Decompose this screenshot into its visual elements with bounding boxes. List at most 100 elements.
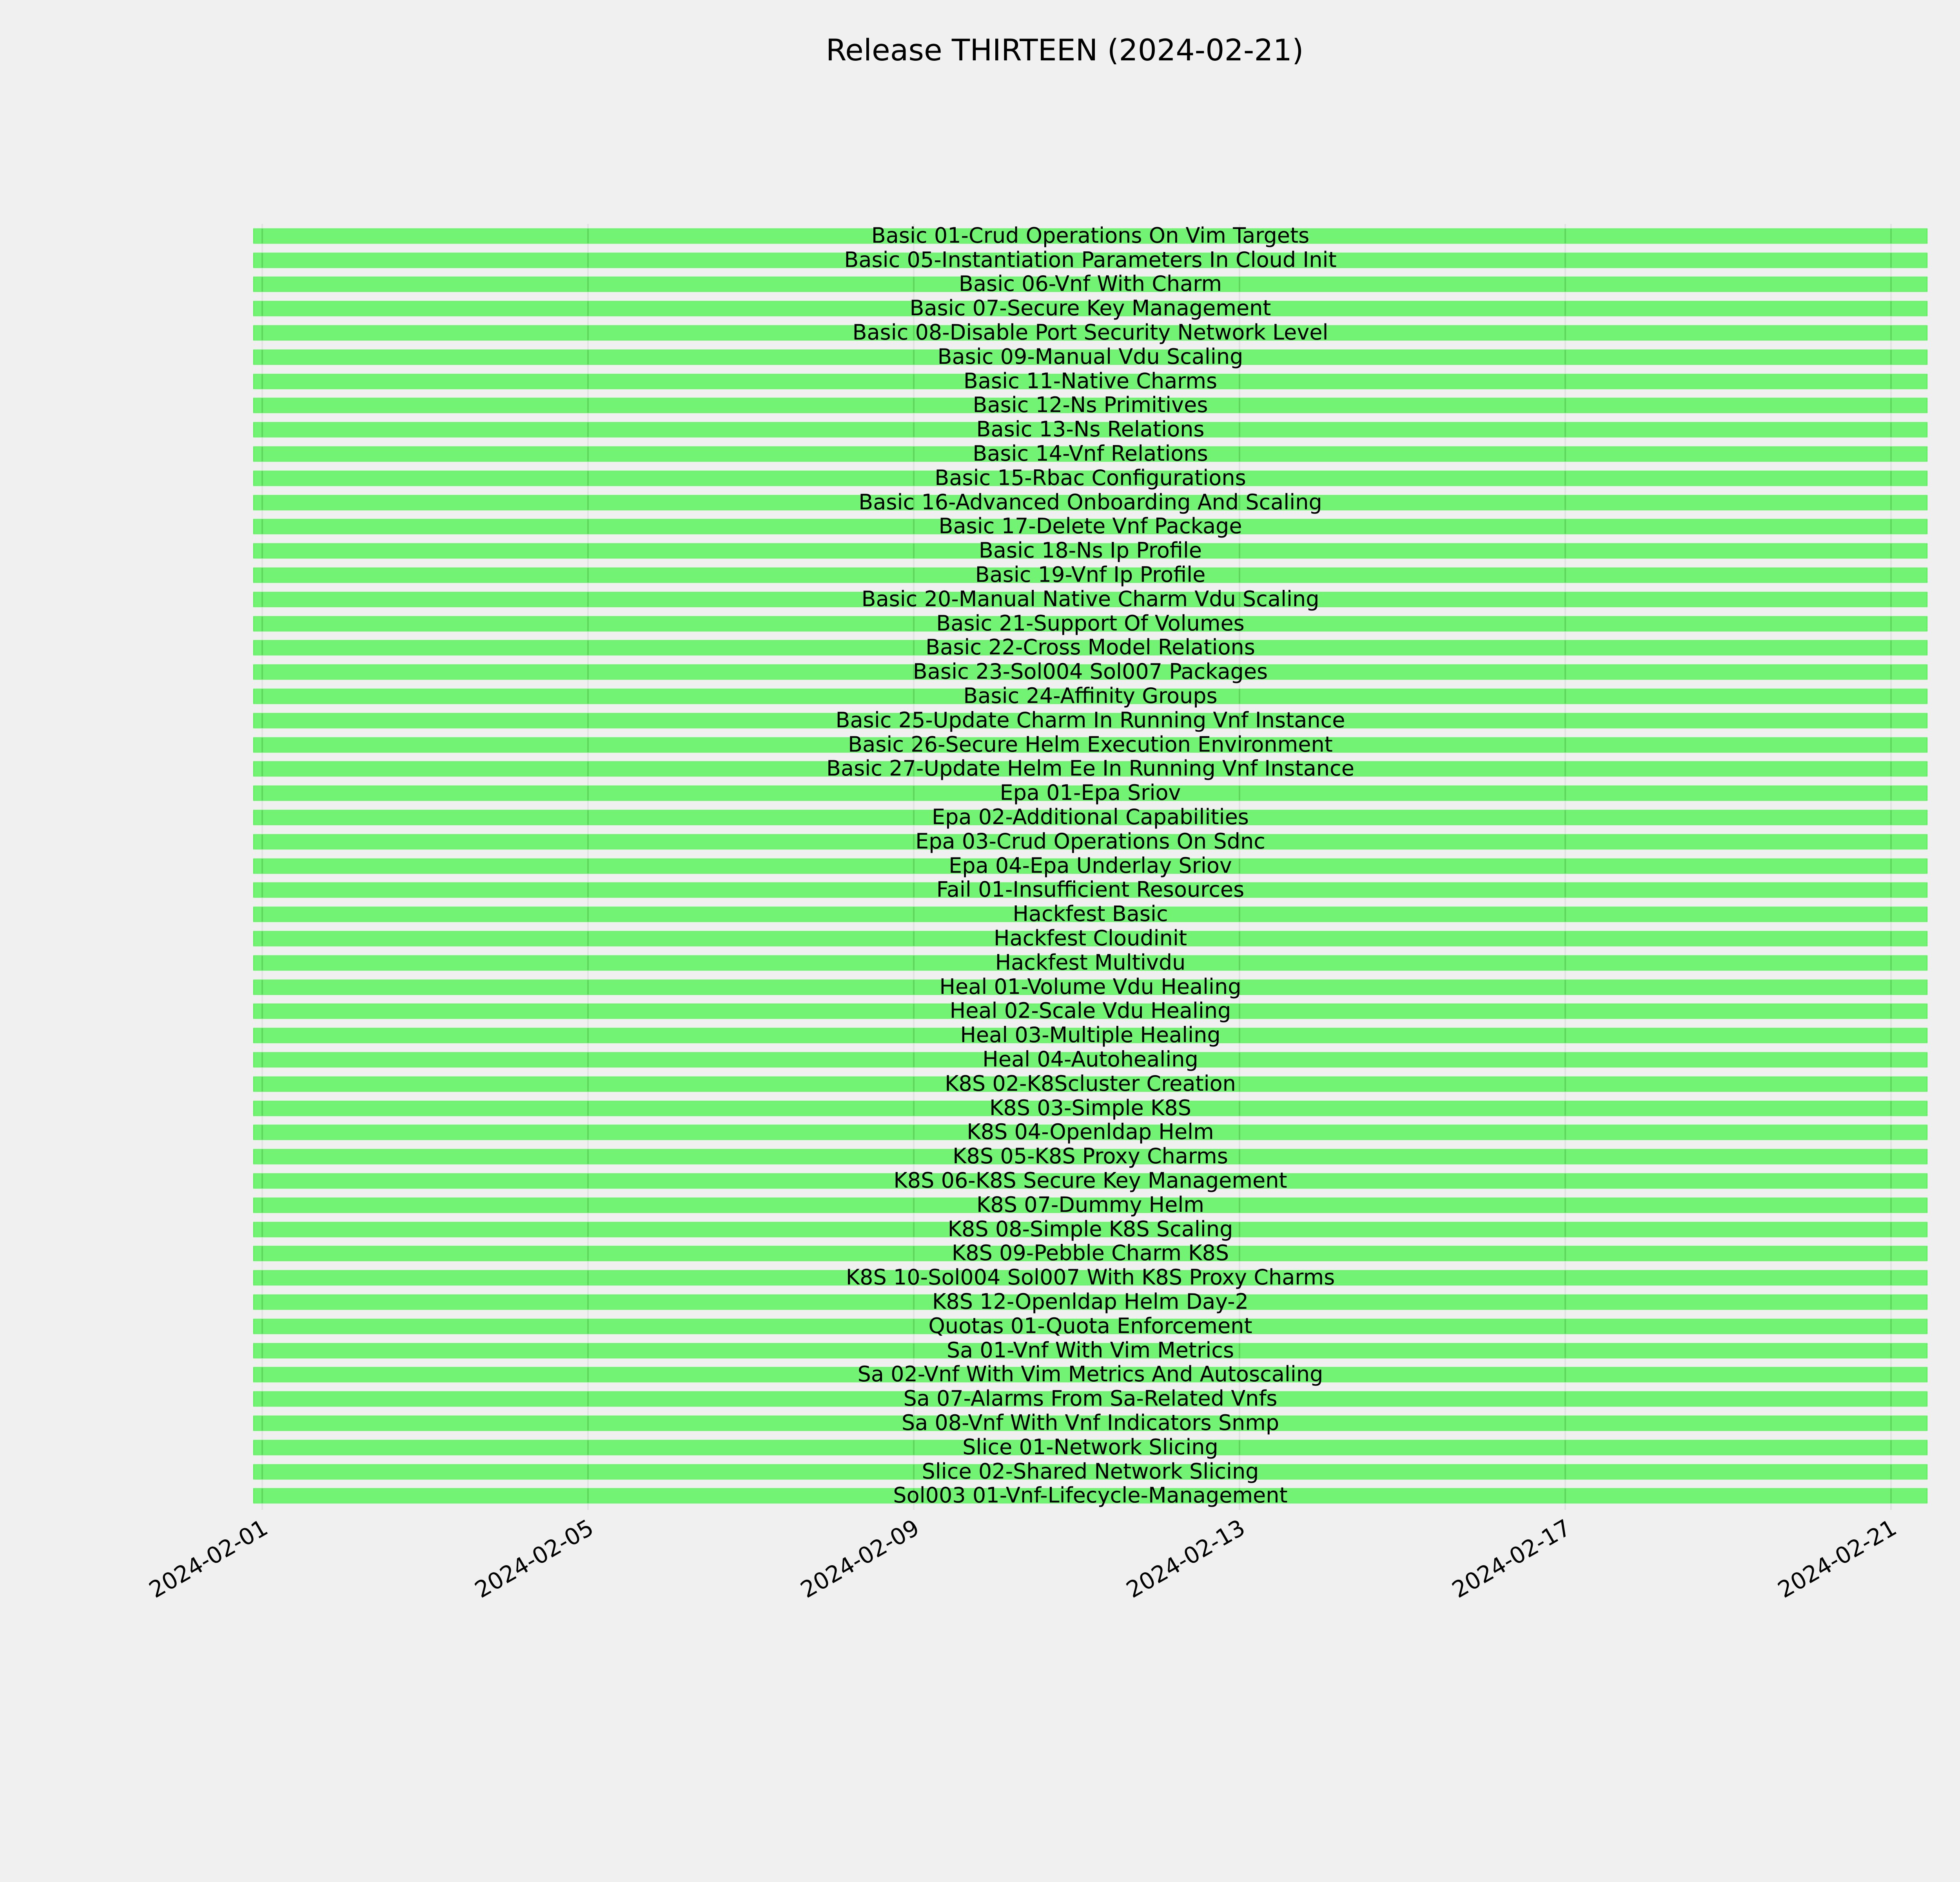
gantt-row: Heal 01-Volume Vdu Healing	[253, 975, 1927, 999]
task-bar	[253, 882, 1927, 898]
task-bar	[253, 1149, 1927, 1164]
task-label: K8S 07-Dummy Helm	[976, 1192, 1204, 1217]
task-bar	[253, 1246, 1927, 1261]
task-bar	[253, 834, 1927, 850]
gantt-row: Sa 01-Vnf With Vim Metrics	[253, 1339, 1927, 1363]
gantt-row: Heal 03-Multiple Healing	[253, 1023, 1927, 1048]
task-bar	[253, 422, 1927, 438]
task-label: Hackfest Cloudinit	[993, 925, 1187, 950]
task-bar	[253, 664, 1927, 680]
task-label: Basic 25-Update Charm In Running Vnf Ins…	[835, 707, 1345, 732]
task-bar	[253, 1270, 1927, 1286]
task-label: Basic 01-Crud Operations On Vim Targets	[871, 223, 1310, 248]
task-label: K8S 09-Pebble Charm K8S	[951, 1241, 1229, 1266]
gantt-row: K8S 12-Openldap Helm Day-2	[253, 1290, 1927, 1314]
task-label: K8S 06-K8S Secure Key Management	[893, 1168, 1287, 1193]
task-bar	[253, 1124, 1927, 1140]
task-bar	[253, 349, 1927, 365]
task-label: K8S 02-K8Scluster Creation	[945, 1071, 1236, 1096]
gantt-row: Hackfest Cloudinit	[253, 926, 1927, 951]
x-tick-label: 2024-02-01	[144, 1514, 272, 1604]
gantt-row: Slice 01-Network Slicing	[253, 1435, 1927, 1460]
task-bar	[253, 228, 1927, 244]
gantt-row: Epa 02-Additional Capabilities	[253, 805, 1927, 830]
task-bar	[253, 276, 1927, 292]
task-bar	[253, 1101, 1927, 1116]
task-bar	[253, 858, 1927, 874]
x-tick-label: 2024-02-17	[1447, 1514, 1575, 1604]
task-label: Basic 08-Disable Port Security Network L…	[852, 320, 1328, 345]
task-bar	[253, 1076, 1927, 1092]
gantt-row: K8S 09-Pebble Charm K8S	[253, 1241, 1927, 1266]
task-bar	[253, 1028, 1927, 1043]
task-label: K8S 03-Simple K8S	[989, 1095, 1191, 1120]
task-bar	[253, 1197, 1927, 1213]
task-bar	[253, 470, 1927, 486]
gantt-row: Basic 12-Ns Primitives	[253, 394, 1927, 418]
task-label: Basic 19-Vnf Ip Profile	[975, 562, 1206, 587]
gantt-row: Heal 02-Scale Vdu Healing	[253, 999, 1927, 1024]
gantt-row: Basic 17-Delete Vnf Package	[253, 515, 1927, 539]
task-label: K8S 04-Openldap Helm	[967, 1119, 1214, 1144]
task-label: Basic 07-Secure Key Management	[909, 296, 1271, 321]
x-tick-label: 2024-02-05	[470, 1514, 598, 1604]
task-bar	[253, 1343, 1927, 1359]
task-label: Epa 03-Crud Operations On Sdnc	[915, 828, 1265, 854]
gantt-row: Quotas 01-Quota Enforcement	[253, 1314, 1927, 1339]
task-bar	[253, 761, 1927, 777]
gantt-row: Epa 01-Epa Sriov	[253, 781, 1927, 805]
task-bar	[253, 374, 1927, 389]
gantt-row: Basic 13-Ns Relations	[253, 418, 1927, 442]
task-label: Epa 02-Additional Capabilities	[932, 804, 1249, 829]
gantt-row: Basic 27-Update Helm Ee In Running Vnf I…	[253, 757, 1927, 781]
task-label: Basic 16-Advanced Onboarding And Scaling	[858, 489, 1322, 514]
task-label: Basic 24-Affinity Groups	[963, 683, 1218, 708]
task-label: Basic 06-Vnf With Charm	[958, 271, 1222, 296]
task-label: K8S 10-Sol004 Sol007 With K8S Proxy Char…	[846, 1265, 1335, 1290]
task-label: Basic 26-Secure Helm Execution Environme…	[848, 732, 1333, 757]
task-bar	[253, 713, 1927, 728]
task-bar	[253, 1003, 1927, 1019]
gantt-row: Hackfest Multivdu	[253, 951, 1927, 975]
task-label: Basic 12-Ns Primitives	[973, 392, 1208, 418]
task-bar	[253, 688, 1927, 704]
task-label: Basic 11-Native Charms	[963, 368, 1218, 393]
task-bar	[253, 931, 1927, 946]
task-bar	[253, 1319, 1927, 1334]
gantt-row: Fail 01-Insufficient Resources	[253, 878, 1927, 903]
task-label: Sa 08-Vnf With Vnf Indicators Snmp	[901, 1410, 1279, 1435]
task-label: Sol003 01-Vnf-Lifecycle-Management	[893, 1483, 1288, 1508]
task-bar	[253, 1440, 1927, 1455]
task-bar	[253, 519, 1927, 534]
task-bar	[253, 325, 1927, 341]
task-bar	[253, 955, 1927, 971]
task-label: Basic 21-Support Of Volumes	[936, 610, 1245, 636]
task-bar	[253, 1391, 1927, 1407]
task-label: Basic 18-Ns Ip Profile	[978, 538, 1202, 563]
task-bar	[253, 253, 1927, 268]
gantt-row: K8S 03-Simple K8S	[253, 1096, 1927, 1121]
gantt-row: Slice 02-Shared Network Slicing	[253, 1460, 1927, 1484]
task-label: Basic 05-Instantiation Parameters In Clo…	[844, 247, 1337, 272]
task-bar	[253, 495, 1927, 510]
gantt-row: Basic 11-Native Charms	[253, 369, 1927, 394]
task-bar	[253, 1173, 1927, 1189]
gantt-row: K8S 06-K8S Secure Key Management	[253, 1169, 1927, 1193]
gantt-row: Sa 07-Alarms From Sa-Related Vnfs	[253, 1387, 1927, 1411]
task-bar	[253, 1488, 1927, 1504]
gantt-row: K8S 10-Sol004 Sol007 With K8S Proxy Char…	[253, 1266, 1927, 1290]
gantt-row: Basic 06-Vnf With Charm	[253, 272, 1927, 297]
task-label: Basic 09-Manual Vdu Scaling	[937, 344, 1243, 369]
gantt-row: Basic 14-Vnf Relations	[253, 442, 1927, 466]
task-label: Fail 01-Insufficient Resources	[936, 877, 1245, 902]
gantt-row: Sol003 01-Vnf-Lifecycle-Management	[253, 1484, 1927, 1508]
task-label: Basic 22-Cross Model Relations	[926, 635, 1255, 660]
task-bar	[253, 616, 1927, 632]
task-bar	[253, 567, 1927, 583]
gantt-row: Basic 21-Support Of Volumes	[253, 612, 1927, 636]
task-bar	[253, 301, 1927, 316]
gantt-row: Basic 08-Disable Port Security Network L…	[253, 321, 1927, 345]
task-label: Basic 17-Delete Vnf Package	[938, 514, 1242, 539]
gantt-row: Heal 04-Autohealing	[253, 1048, 1927, 1072]
